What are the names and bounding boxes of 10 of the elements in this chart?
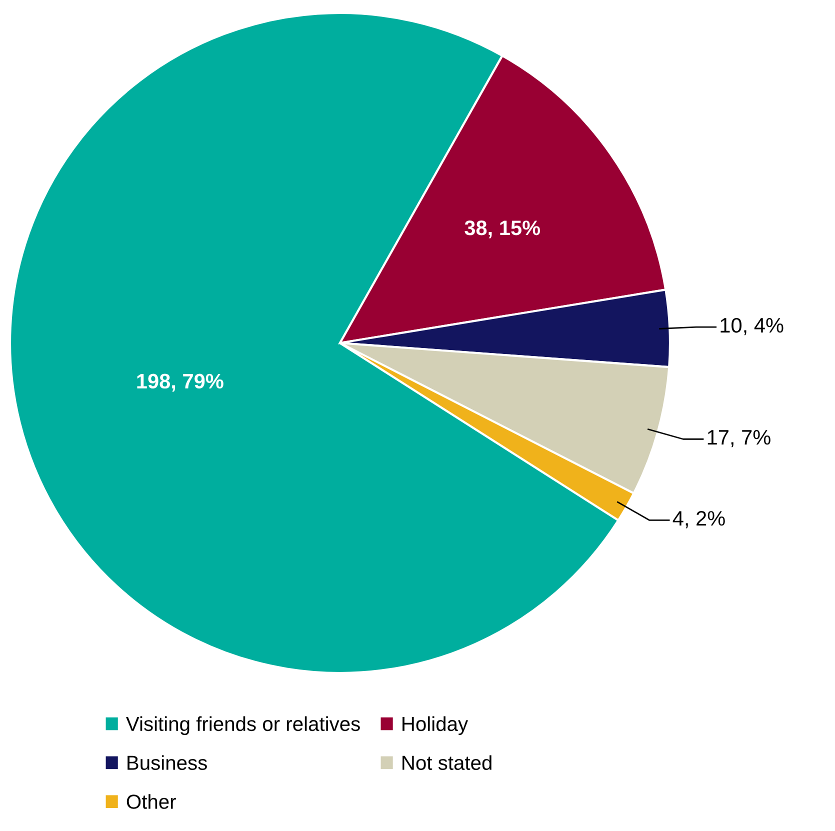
- legend-label: Visiting friends or relatives: [126, 716, 360, 736]
- legend-label: Not stated: [402, 755, 492, 770]
- data-label: 10, 4%: [720, 318, 784, 336]
- legend-label: Holiday: [402, 716, 468, 736]
- legend-label: Other: [126, 794, 176, 809]
- data-label: 17, 7%: [708, 430, 770, 448]
- data-label: 4, 2%: [672, 510, 725, 528]
- data-label: 38, 15%: [464, 220, 540, 238]
- legend-label: Business: [128, 755, 207, 770]
- data-label: 198, 79%: [137, 374, 224, 392]
